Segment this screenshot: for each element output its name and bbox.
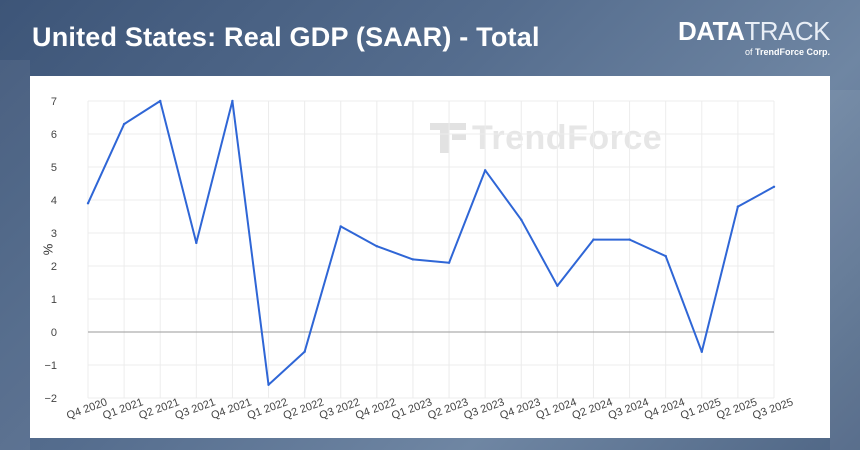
data-point	[736, 205, 740, 208]
x-tick-label: Q2 2025	[715, 396, 759, 422]
y-tick-label: 4	[51, 195, 57, 207]
data-point	[231, 99, 234, 103]
y-tick-label: −2	[44, 393, 57, 405]
background-building	[0, 60, 30, 450]
data-point	[195, 241, 198, 245]
x-tick-label: Q1 2025	[679, 396, 723, 422]
page-title: United States: Real GDP (SAAR) - Total	[32, 22, 540, 52]
data-point	[664, 254, 667, 258]
data-point	[447, 261, 451, 264]
x-tick-label: Q1 2021	[101, 396, 145, 422]
x-tick-label: Q2 2022	[282, 396, 326, 422]
y-tick-label: 1	[51, 294, 57, 306]
x-tick-label: Q3 2024	[607, 396, 651, 422]
x-tick-label: Q1 2023	[390, 396, 434, 422]
data-point	[159, 99, 162, 103]
x-tick-label: Q3 2021	[173, 396, 217, 422]
brand-name-bold: DATA	[678, 16, 745, 46]
data-point	[122, 122, 126, 126]
brand-sub-company: TrendForce Corp.	[754, 47, 830, 57]
y-tick-label: −1	[44, 360, 57, 372]
x-tick-label: Q1 2024	[534, 396, 578, 422]
data-point	[375, 245, 379, 248]
trendforce-logo-icon	[430, 123, 466, 153]
y-tick-label: 7	[51, 96, 57, 108]
x-tick-label: Q2 2024	[571, 396, 615, 422]
x-tick-label: Q4 2020	[65, 396, 109, 422]
data-point	[556, 284, 559, 287]
x-tick-label: Q2 2021	[137, 396, 181, 422]
brand-sub-prefix: of	[744, 47, 753, 57]
x-tick-label: Q4 2023	[498, 396, 542, 422]
series-line	[87, 100, 775, 386]
x-tick-label: Q2 2023	[426, 396, 470, 422]
data-point	[339, 225, 342, 228]
data-point	[772, 185, 776, 188]
y-tick-label: 0	[51, 327, 57, 339]
data-point	[411, 258, 415, 261]
data-point	[86, 202, 90, 205]
y-tick-label: 5	[51, 162, 57, 174]
x-tick-label: Q1 2022	[246, 396, 290, 422]
data-point	[483, 169, 487, 172]
y-tick-label: 3	[51, 228, 57, 240]
data-point	[592, 238, 595, 241]
y-tick-label: 2	[51, 261, 57, 273]
x-tick-label: Q4 2024	[643, 396, 687, 422]
data-point	[267, 383, 270, 386]
x-tick-label: Q3 2023	[462, 396, 506, 422]
data-point	[520, 218, 523, 221]
background-building	[830, 90, 860, 450]
brand-logo: DATATRACK of TrendForce Corp.	[678, 16, 830, 57]
y-tick-label: 6	[51, 129, 57, 141]
x-tick-label: Q4 2021	[210, 396, 254, 422]
data-point	[700, 350, 703, 353]
x-tick-label: Q4 2022	[354, 396, 398, 422]
x-tick-label: Q3 2025	[751, 396, 795, 422]
data-point	[628, 238, 631, 241]
chart-panel: TrendForce % 7 6 5 4 3 2 1 0 −1 −2 Q4 2020 Q1 2021 Q…	[30, 76, 830, 438]
x-tick-label: Q3 2022	[318, 396, 362, 422]
data-point	[303, 350, 306, 353]
brand-name-light: TRACK	[744, 16, 830, 46]
